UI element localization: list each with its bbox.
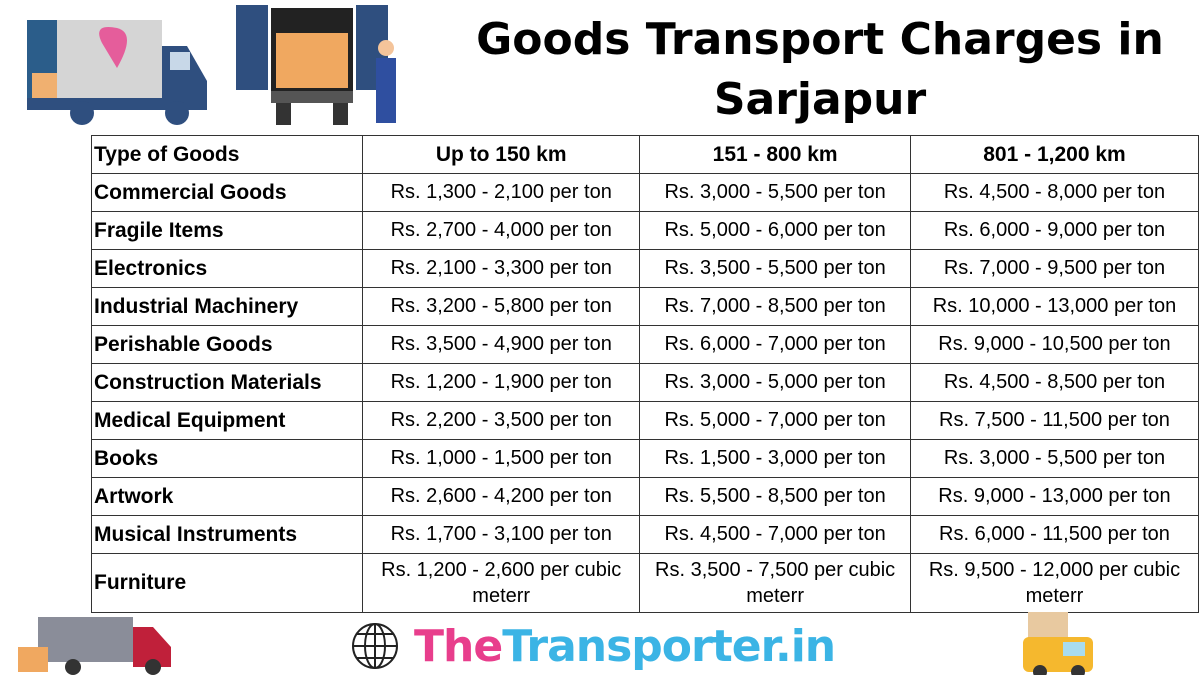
table-row: Books Rs. 1,000 - 1,500 per ton Rs. 1,500 …: [90, 439, 1200, 478]
moving-truck-illustration: [12, 18, 212, 133]
charge-cell: Rs. 9,000 - 10,500 per ton: [909, 325, 1200, 364]
charge-cell: Rs. 3,200 - 5,800 per ton: [362, 287, 641, 326]
charge-cell: Rs. 3,500 - 7,500 per cubic meterr: [639, 553, 911, 613]
charge-cell: Rs. 9,000 - 13,000 per ton: [909, 477, 1200, 516]
charge-cell: Rs. 1,700 - 3,100 per ton: [362, 515, 641, 554]
charge-cell: Rs. 2,100 - 3,300 per ton: [362, 249, 641, 288]
charge-cell: Rs. 5,500 - 8,500 per ton: [639, 477, 911, 516]
goods-type-cell: Medical Equipment: [90, 401, 364, 440]
charge-cell: Rs. 1,200 - 1,900 per ton: [362, 363, 641, 402]
charge-cell: Rs. 1,300 - 2,100 per ton: [362, 173, 641, 212]
brand-name-part2: Transporter.in: [502, 620, 836, 672]
transport-charges-table: Type of Goods Up to 150 km 151 - 800 km …: [90, 135, 1200, 613]
header-up-to-150: Up to 150 km: [362, 135, 641, 174]
table-row: Musical Instruments Rs. 1,700 - 3,100 per…: [90, 515, 1200, 554]
table-row: Perishable Goods Rs. 3,500 - 4,900 per to…: [90, 325, 1200, 364]
table-row: Construction Materials Rs. 1,200 - 1,900 …: [90, 363, 1200, 402]
goods-type-cell: Perishable Goods: [90, 325, 364, 364]
charge-cell: Rs. 1,500 - 3,000 per ton: [639, 439, 911, 478]
truck-unloading-illustration: [236, 3, 406, 138]
goods-type-cell: Electronics: [90, 249, 364, 288]
charge-cell: Rs. 6,000 - 7,000 per ton: [639, 325, 911, 364]
header-type-of-goods: Type of Goods: [90, 135, 364, 174]
goods-type-cell: Furniture: [90, 553, 364, 613]
charge-cell: Rs. 3,500 - 5,500 per ton: [639, 249, 911, 288]
table-row: Furniture Rs. 1,200 - 2,600 per cubic met…: [90, 553, 1200, 613]
table-row: Commercial Goods Rs. 1,300 - 2,100 per to…: [90, 173, 1200, 212]
goods-type-cell: Musical Instruments: [90, 515, 364, 554]
charge-cell: Rs. 2,600 - 4,200 per ton: [362, 477, 641, 516]
table-row: Fragile Items Rs. 2,700 - 4,000 per ton Rs…: [90, 211, 1200, 250]
charge-cell: Rs. 4,500 - 7,000 per ton: [639, 515, 911, 554]
charge-cell: Rs. 5,000 - 6,000 per ton: [639, 211, 911, 250]
charge-cell: Rs. 9,500 - 12,000 per cubic meterr: [909, 553, 1200, 613]
charge-cell: Rs. 3,000 - 5,500 per ton: [639, 173, 911, 212]
charge-cell: Rs. 1,200 - 2,600 per cubic meterr: [362, 553, 641, 613]
goods-type-cell: Industrial Machinery: [90, 287, 364, 326]
charge-cell: Rs. 3,000 - 5,000 per ton: [639, 363, 911, 402]
charge-cell: Rs. 7,000 - 9,500 per ton: [909, 249, 1200, 288]
charge-cell: Rs. 5,000 - 7,000 per ton: [639, 401, 911, 440]
goods-type-cell: Books: [90, 439, 364, 478]
header-801-1200: 801 - 1,200 km: [909, 135, 1200, 174]
table-row: Medical Equipment Rs. 2,200 - 3,500 per t…: [90, 401, 1200, 440]
header-151-800: 151 - 800 km: [639, 135, 911, 174]
page-title: Goods Transport Charges in Sarjapur: [476, 14, 1164, 125]
goods-type-cell: Fragile Items: [90, 211, 364, 250]
goods-type-cell: Commercial Goods: [90, 173, 364, 212]
table-row: Artwork Rs. 2,600 - 4,200 per ton Rs. 5,50…: [90, 477, 1200, 516]
charge-cell: Rs. 2,200 - 3,500 per ton: [362, 401, 641, 440]
charge-cell: Rs. 4,500 - 8,000 per ton: [909, 173, 1200, 212]
goods-type-cell: Artwork: [90, 477, 364, 516]
charge-cell: Rs. 1,000 - 1,500 per ton: [362, 439, 641, 478]
charge-cell: Rs. 3,000 - 5,500 per ton: [909, 439, 1200, 478]
brand-name-part1: The: [414, 620, 503, 672]
brand-logo: TheTransporter.in: [350, 618, 836, 674]
charge-cell: Rs. 4,500 - 8,500 per ton: [909, 363, 1200, 402]
goods-type-cell: Construction Materials: [90, 363, 364, 402]
charge-cell: Rs. 7,500 - 11,500 per ton: [909, 401, 1200, 440]
delivery-truck-illustration: [18, 612, 178, 680]
table-header-row: Type of Goods Up to 150 km 151 - 800 km …: [90, 135, 1200, 174]
charge-cell: Rs. 3,500 - 4,900 per ton: [362, 325, 641, 364]
table-row: Industrial Machinery Rs. 3,200 - 5,800 pe…: [90, 287, 1200, 326]
globe-icon: [352, 623, 398, 669]
charge-cell: Rs. 10,000 - 13,000 per ton: [909, 287, 1200, 326]
charge-cell: Rs. 7,000 - 8,500 per ton: [639, 287, 911, 326]
yellow-van-illustration: [1018, 612, 1098, 680]
charge-cell: Rs. 2,700 - 4,000 per ton: [362, 211, 641, 250]
table-row: Electronics Rs. 2,100 - 3,300 per ton Rs. …: [90, 249, 1200, 288]
charge-cell: Rs. 6,000 - 9,000 per ton: [909, 211, 1200, 250]
charge-cell: Rs. 6,000 - 11,500 per ton: [909, 515, 1200, 554]
